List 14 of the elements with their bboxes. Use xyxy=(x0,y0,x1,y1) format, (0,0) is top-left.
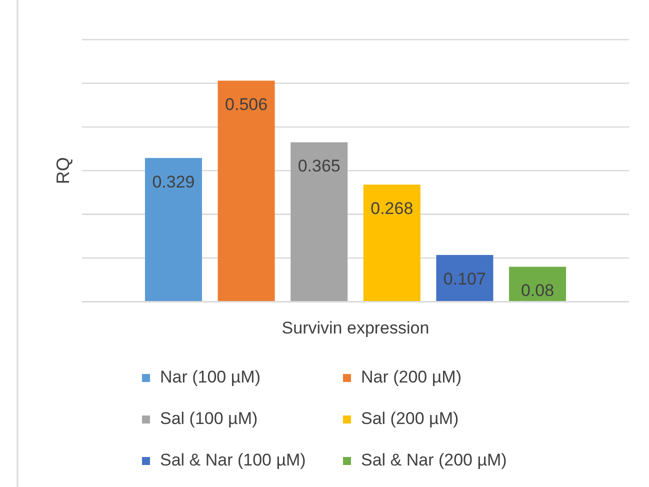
data-label: 0.107 xyxy=(443,269,486,288)
legend-label: Sal (200 µM) xyxy=(361,408,459,428)
data-label: 0.08 xyxy=(520,281,554,300)
data-label: 0.506 xyxy=(225,95,268,114)
data-label: 0.268 xyxy=(370,199,414,218)
legend-label: Sal & Nar (200 µM) xyxy=(361,450,507,470)
legend-label: Nar (200 µM) xyxy=(361,367,462,386)
y-axis-title: RQ xyxy=(52,157,73,184)
data-label: 0.365 xyxy=(298,156,340,176)
data-label: 0.329 xyxy=(152,172,195,192)
legend-label: Sal (100 µM) xyxy=(160,408,258,428)
legend-label: Nar (100 µM) xyxy=(160,367,260,386)
x-axis-title: Survivin expression xyxy=(282,318,430,338)
legend-label: Sal & Nar (100 µM) xyxy=(160,450,306,470)
